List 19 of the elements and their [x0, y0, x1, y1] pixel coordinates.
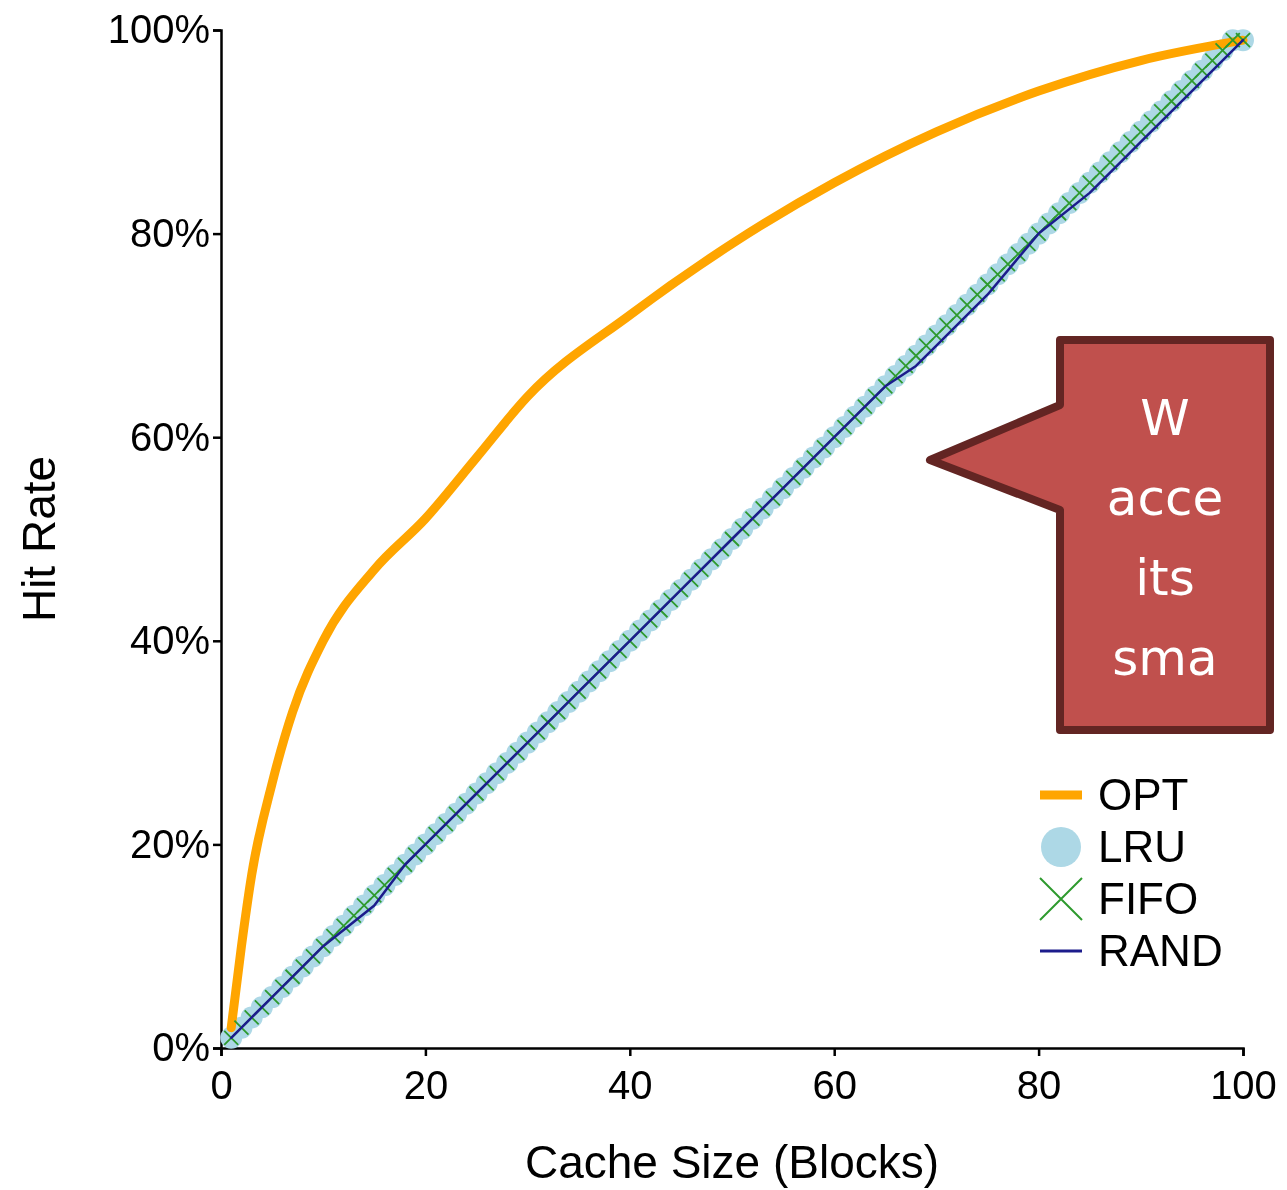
y-tick-label: 100%: [107, 7, 210, 52]
y-tick-label: 0%: [152, 1025, 210, 1070]
x-tick-label: 60: [812, 1063, 857, 1107]
y-tick-label: 20%: [129, 821, 210, 866]
legend-label: LRU: [1098, 822, 1187, 871]
x-tick-label: 40: [608, 1063, 653, 1107]
x-tick-label: 100: [1210, 1063, 1277, 1107]
y-tick-label: 40%: [129, 618, 210, 663]
x-tick-label: 20: [403, 1063, 449, 1107]
x-tick-label: 80: [1016, 1063, 1062, 1107]
y-tick-label: 60%: [129, 414, 210, 459]
legend-label: RAND: [1098, 926, 1223, 975]
x-tick-label: 0: [210, 1063, 233, 1107]
y-tick-label: 80%: [129, 210, 210, 255]
annotation: W acce its sma: [1106, 389, 1224, 687]
y-axis-title: Hit Rate: [13, 455, 65, 623]
legend-label: FIFO: [1098, 874, 1199, 923]
x-axis-title: Cache Size (Blocks): [524, 1136, 940, 1188]
legend-label: OPT: [1098, 770, 1189, 819]
